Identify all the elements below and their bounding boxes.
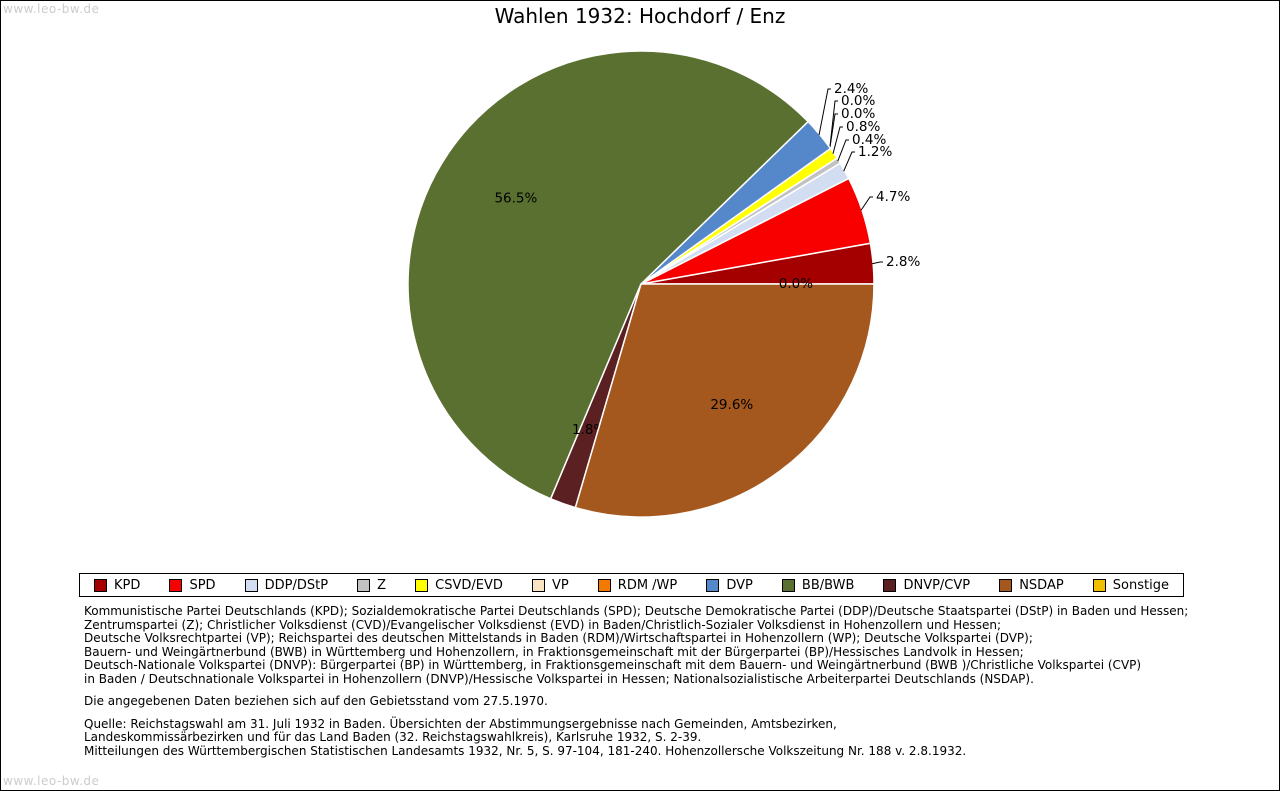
- party-description-line: in Baden / Deutschnationale Volkspartei …: [84, 671, 1034, 686]
- legend-swatch-sonstige: [1092, 578, 1106, 592]
- legend-swatch-bb-bwb: [781, 578, 795, 592]
- slice-value-label-z: 0.4%: [852, 132, 886, 148]
- source-line: Mitteilungen des Württembergischen Stati…: [84, 743, 967, 758]
- legend-item-spd: SPD: [169, 577, 216, 593]
- party-description-line: Deutsche Volksrechtpartei (VP); Reichspa…: [84, 631, 1033, 645]
- legend-swatch-vp: [531, 578, 545, 592]
- legend-item-sonstige: Sonstige: [1092, 577, 1169, 593]
- legend-label: DNVP/CVP: [903, 577, 971, 593]
- legend-label: CSVD/EVD: [435, 577, 503, 593]
- legend-swatch-spd: [169, 578, 183, 592]
- legend-label: RDM /WP: [617, 577, 678, 593]
- legend-label: Z: [377, 577, 387, 593]
- pie-slice-bb-bwb: [407, 50, 809, 500]
- label-leader-line-csvd-evd: [832, 126, 843, 154]
- legend-item-dvp: DVP: [706, 578, 753, 593]
- legend: KPD SPD DDP/DStP Z CSVD/EVD VP RDM /WP DVP BB/BW…: [79, 573, 1184, 597]
- label-leader-line-vp: [829, 113, 838, 150]
- label-leader-line-z: [837, 139, 849, 162]
- legend-item-nsdap: NSDAP: [999, 578, 1064, 593]
- legend-swatch-dnvp-cvp: [883, 578, 897, 592]
- source-note: Quelle: Reichstagswahl am 31. Juli 1932 …: [84, 716, 1188, 759]
- legend-label: VP: [551, 577, 569, 593]
- party-description-line: Zentrumspartei (Z); Christlicher Volksdi…: [84, 617, 1002, 632]
- label-leader-line-spd: [860, 196, 873, 211]
- slice-value-label-kpd: 2.8%: [886, 254, 920, 270]
- legend-label: KPD: [114, 577, 141, 593]
- party-descriptions: Kommunistische Partei Deutschlands (KPD)…: [84, 604, 1189, 686]
- legend-item-ddp-dstp: DDP/DStP: [244, 577, 329, 593]
- slice-value-label-spd: 4.7%: [876, 189, 910, 205]
- label-leader-line-ddp-dstp: [843, 151, 855, 172]
- legend-label: DVP: [726, 577, 753, 593]
- slice-value-label-csvd-evd: 0.8%: [846, 119, 880, 135]
- legend-label: Sonstige: [1112, 577, 1169, 593]
- legend-item-csvd-evd: CSVD/EVD: [415, 578, 503, 593]
- legend-swatch-nsdap: [999, 578, 1013, 592]
- legend-swatch-kpd: [94, 578, 107, 592]
- legend-label: NSDAP: [1019, 577, 1064, 593]
- legend-item-vp: VP: [531, 577, 569, 593]
- source-line: Quelle: Reichstagswahl am 31. Juli 1932 …: [84, 716, 837, 731]
- source-line: Landeskommissärbezirken und für das Land…: [84, 730, 702, 744]
- chart-title: Wahlen 1932: Hochdorf / Enz: [494, 4, 786, 28]
- legend-item-rdm-wp: RDM /WP: [597, 577, 678, 593]
- slice-value-label-rdm-wp: 0.0%: [841, 93, 875, 109]
- slice-value-label-ddp-dstp: 1.2%: [858, 144, 892, 160]
- territorial-note: Die angegebenen Daten beziehen sich auf …: [84, 694, 548, 708]
- legend-label: BB/BWB: [801, 577, 855, 593]
- watermark-top: www.leo-bw.de: [3, 2, 100, 16]
- watermark-bottom: www.leo-bw.de: [3, 774, 100, 788]
- slice-value-label-bb-bwb: 56.5%: [494, 191, 537, 207]
- legend-item-dnvp-cvp: DNVP/CVP: [883, 578, 970, 593]
- legend-item-bb-bwb: BB/BWB: [781, 577, 855, 593]
- legend-swatch-ddp-dstp: [244, 578, 258, 592]
- label-leader-line-kpd: [871, 261, 883, 265]
- pie-chart: 2.8%4.7%1.2%0.4%0.8%0.0%0.0%2.4%56.5%1.8…: [407, 50, 920, 518]
- party-description-line: Deutsch-Nationale Volkspartei (DNVP): Bü…: [84, 658, 1142, 672]
- legend-item-kpd: KPD: [94, 578, 140, 593]
- legend-label: SPD: [189, 577, 216, 593]
- label-leader-line-dvp: [818, 88, 831, 136]
- party-description-line: Bauern- und Weingärtnerbund (BWB) in Wür…: [84, 644, 1024, 659]
- legend-swatch-z: [357, 578, 371, 592]
- slice-value-label-nsdap: 29.6%: [710, 397, 753, 413]
- notes-block: Kommunistische Partei Deutschlands (KPD)…: [84, 604, 1189, 759]
- legend-swatch-rdm-wp: [597, 578, 611, 592]
- label-leader-line-rdm-wp: [829, 100, 838, 150]
- slice-value-label-sonstige: 0.0%: [779, 276, 813, 292]
- slice-value-label-dvp: 2.4%: [834, 81, 868, 97]
- legend-swatch-dvp: [706, 578, 720, 592]
- slice-value-label-vp: 0.0%: [841, 106, 875, 122]
- legend-swatch-csvd-evd: [415, 578, 429, 592]
- party-description-line: Kommunistische Partei Deutschlands (KPD)…: [84, 604, 1189, 618]
- pie-slice-nsdap: [574, 283, 875, 518]
- legend-item-z: Z: [357, 578, 386, 593]
- legend-label: DDP/DStP: [264, 577, 329, 593]
